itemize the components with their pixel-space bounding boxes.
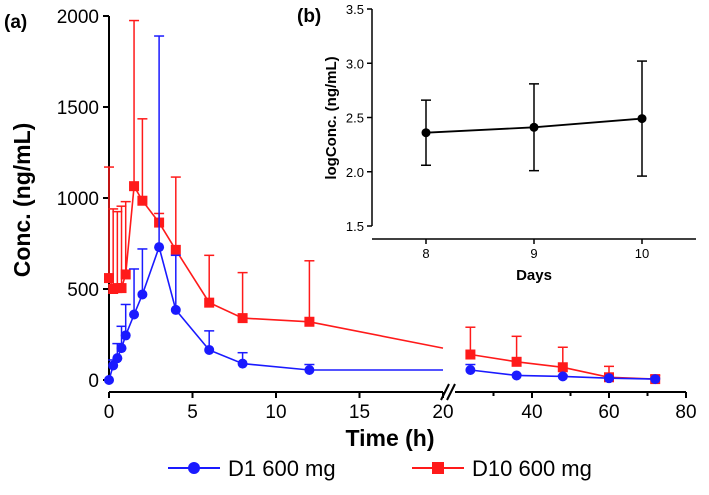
data-point: [116, 343, 127, 354]
data-point: [137, 195, 148, 206]
inset-y-tick-label: 2.0: [346, 165, 364, 180]
panel-b: 1.5 2.0 2.5 3.0 3.5 8 9 10 Days logConc. (ng/mL): [323, 0, 709, 296]
data-point: [108, 360, 119, 371]
y-tick-label: 500: [67, 280, 99, 301]
x-axis-title: Time (h): [345, 425, 434, 451]
data-point: [129, 309, 140, 320]
data-point: [120, 330, 131, 341]
data-point: [304, 316, 315, 327]
inset-y-tick-label: 3.0: [346, 56, 364, 71]
legend-marker: [188, 462, 200, 474]
inset-x-tick-label: 8: [422, 246, 429, 261]
panel-label-b: (b): [297, 6, 321, 27]
data-point: [129, 181, 140, 192]
data-point: [154, 242, 165, 253]
data-point: [170, 244, 181, 255]
inset-x-tick-label: 9: [530, 246, 537, 261]
legend-label: D1 600 mg: [228, 456, 336, 481]
series-d1: [104, 35, 661, 385]
data-point: [421, 128, 431, 138]
x-tick-label: 60: [598, 402, 619, 423]
inset-x-axis-title: Days: [516, 267, 552, 284]
data-point: [116, 283, 127, 294]
data-point: [511, 370, 522, 381]
y-tick-label: 2000: [57, 7, 99, 28]
axis-break-mark: [446, 383, 456, 401]
x-tick-label: 40: [521, 402, 542, 423]
data-point: [120, 269, 131, 280]
panel-a: 0 500 1000 1500 2000 0 5 10 15 20 40 60 80 Time (h) Co…: [4, 7, 697, 451]
data-point: [104, 375, 114, 385]
y-tick-label: 1000: [57, 189, 99, 210]
inset-x-tick-label: 10: [635, 246, 649, 261]
data-point: [304, 364, 315, 375]
inset-series: [421, 60, 647, 177]
inset-y-tick-label: 3.5: [346, 2, 364, 17]
x-tick-label: 80: [675, 402, 696, 423]
data-point: [237, 313, 248, 324]
data-point: [557, 362, 568, 373]
data-point: [650, 374, 661, 385]
data-point: [204, 297, 215, 308]
y-tick-label: 1500: [57, 98, 99, 119]
data-point: [104, 273, 114, 284]
x-tick-label: 15: [349, 402, 370, 423]
axis-break-mark: [440, 383, 450, 401]
legend-label: D10 600 mg: [472, 456, 592, 481]
y-tick-label: 0: [88, 371, 99, 392]
y-axis-title: Conc. (ng/mL): [9, 123, 35, 278]
data-point: [465, 364, 476, 375]
x-tick-label: 0: [104, 402, 115, 423]
data-point: [137, 289, 148, 300]
inset-y-tick-label: 2.5: [346, 111, 364, 126]
data-point: [637, 114, 647, 124]
legend: D1 600 mg D10 600 mg: [168, 456, 592, 481]
x-tick-label: 20: [432, 402, 453, 423]
data-point: [557, 371, 568, 382]
inset-y-tick-label: 1.5: [346, 219, 364, 234]
data-point: [237, 358, 248, 369]
data-point: [170, 304, 181, 315]
inset-background: [328, 0, 709, 296]
x-tick-label: 5: [187, 402, 198, 423]
legend-marker: [432, 462, 444, 474]
panel-label-a: (a): [4, 12, 27, 33]
data-point: [112, 353, 123, 364]
data-point: [511, 356, 522, 367]
data-point: [204, 344, 215, 355]
x-tick-label: 10: [265, 402, 286, 423]
data-point: [465, 349, 476, 360]
data-point: [529, 122, 539, 132]
data-point: [604, 373, 614, 384]
inset-y-axis-title: logConc. (ng/mL): [323, 56, 340, 179]
